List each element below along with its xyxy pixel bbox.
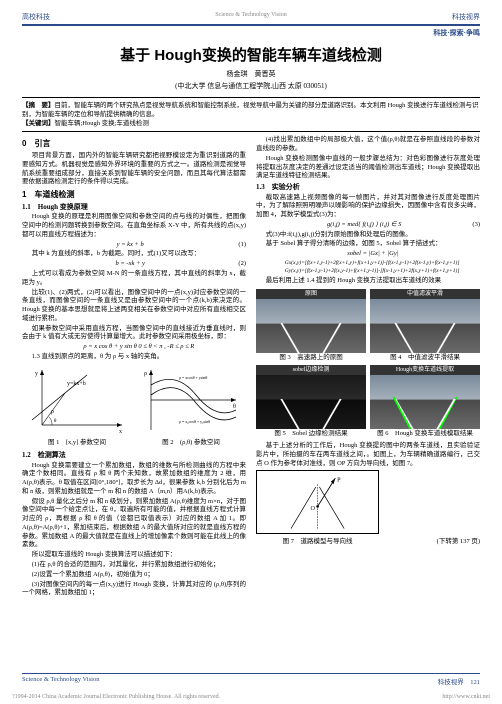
copyright-left: ?1994-2014 China Academic Journal Electr…: [12, 694, 220, 700]
photo1-img: [256, 299, 366, 353]
footer-right: 科技视界 121: [438, 676, 480, 686]
svg-text:θ: θ: [233, 404, 236, 410]
header-left: 高校科技: [22, 12, 50, 22]
sec13-heading: 1.3 实验分析: [256, 183, 480, 192]
fig4-caption: 图 4 中值滤波平滑结果: [370, 354, 480, 363]
svg-text:ρ = xcosθ + ysinθ: ρ = xcosθ + ysinθ: [179, 375, 207, 380]
svg-text:y: y: [35, 371, 38, 377]
figure-6: Hough变换车道线提取 图 6 Hough 变换车道线模取结果: [370, 365, 480, 439]
header-sub: 科技·探索·争鸣: [22, 28, 480, 38]
figure-3: 原图 图 3 高速路上的原图: [256, 289, 366, 363]
figure-2: ρ θ ρ = xcosθ + ysinθ ρ = x₀cosθ + y₀sin…: [136, 365, 246, 449]
keywords-label: 【关键词】: [22, 120, 55, 127]
article-title: 基于 Hough变换的智能车辆车道线检测: [22, 44, 480, 65]
fig5-caption: 图 5 Sobel 边缘检测结果: [256, 430, 366, 439]
photo3-img: [256, 375, 366, 429]
equation-1: y = kx + b(1): [22, 241, 246, 250]
abstract-text: 目前，智能车辆的两个研究热点是视觉导航系统和智能控制系统，视觉导航中最为关键的部…: [22, 102, 478, 118]
sec12-li3: (3)对图像空间内的每一点(x,y)进行 Hough 变换，计算其对应的 (ρ,…: [22, 581, 246, 599]
svg-text:ρ: ρ: [51, 409, 54, 415]
svg-text:y=kx+b: y=kx+b: [67, 381, 86, 387]
footer-left: Science & Technology Vision: [22, 676, 99, 686]
copyright-line: ?1994-2014 China Academic Journal Electr…: [12, 694, 490, 700]
keywords-text: 智能车辆;Hough 变换;车道线检测: [55, 120, 149, 127]
svg-text:θ: θ: [54, 419, 57, 424]
sec12-p1: Hough 变换需要建立一个累加数组，数组的维数与所检测曲线的方程中来确定个数相…: [22, 462, 246, 497]
sec11-p5: 如果参数空间中采用直线方程，当图像空间中的直线接近为垂直线时，则会由于 k 值有…: [22, 325, 246, 343]
journal-header: 高校科技 Science & Technology Vision 科技视界: [22, 12, 480, 22]
photo4-label: Hough变换车道线提取: [370, 365, 480, 375]
sec0-heading: 0 引言: [22, 139, 246, 150]
figure-4: 中值滤波平滑 图 4 中值滤波平滑结果: [370, 289, 480, 363]
header-rule: [22, 24, 480, 26]
photo1-label: 原图: [256, 289, 366, 299]
equation-sobel1: sobel = |Gx| + |Gy|: [256, 250, 480, 259]
abstract-box: 【摘 要】目前，智能车辆的两个研究热点是视觉导航系统和智能控制系统，视觉导航中最…: [22, 97, 480, 132]
sec12-li2: (2)设置一个累加数组 A(ρ,θ)，初始值为 0；: [22, 571, 246, 580]
sec12-p2: 假设 ρ,θ 量化之后分 m 和 n 级划分，则累加数组 A(ρ,θ)维度为 m…: [22, 498, 246, 551]
sec11-p4: 比较(1)、(2)两式，(2)可以看出，图像空间中的一点(x,y)对应参数空间的…: [22, 289, 246, 324]
svg-text:x: x: [119, 429, 122, 435]
equation-3: ρ = x cos θ + y sin θ 0 ≤ θ < π , -R ≤ ρ…: [22, 343, 246, 352]
photo4-img: [370, 375, 480, 429]
photo2-img: [370, 299, 480, 353]
header-right: 科技视界: [452, 12, 480, 22]
figure-7: P O 图 7 道路模型与导向线: [256, 470, 379, 548]
authors: 杨金琪 黄晋英: [22, 69, 480, 79]
equation-sobel3: Gy(x,y)=[f(x-1,y-1)+2f(x,y-1)+f(x+1,y-1)…: [256, 268, 480, 275]
svg-text:ρ: ρ: [144, 371, 147, 377]
sec1-heading: 1 车道线检测: [22, 190, 246, 201]
figure-5: sobel边缘检测 图 5 Sobel 边缘检测结果: [256, 365, 366, 439]
equation-2: b = -xk + y(2): [22, 260, 246, 269]
photo3-label: sobel边缘检测: [256, 365, 366, 375]
equation-sobel2: Gx(x,y)=[f(x+1,y-1)+2f(x+1,y)+f(x+1,y+1)…: [256, 260, 480, 267]
col2-p4: 式(3)中:f(i,j),g(i,j)分别为原始图像和处理后的图像。: [256, 231, 480, 240]
fig7-caption: 图 7 道路模型与导向线: [256, 538, 379, 547]
col2-p5: 基于 Sobel 算子得分清晰的边缘，如图 5，Sobel 算子描述式：: [256, 240, 480, 249]
sec12-heading: 1.2 检测算法: [22, 451, 246, 460]
fig3-caption: 图 3 高速路上的原图: [256, 354, 366, 363]
col2-p2: Hough 变换检测图像中直线的一般步骤总结为：对色彩图像进行灰度处理将提取出灰…: [256, 155, 480, 181]
svg-text:O: O: [311, 505, 316, 512]
fig2-svg: ρ θ ρ = xcosθ + ysinθ ρ = x₀cosθ + y₀sin…: [136, 365, 246, 435]
affiliation: (中北大学 信息与通信工程学院,山西 太原 030051): [22, 81, 480, 91]
abstract-label: 【摘 要】: [22, 102, 55, 109]
column-right: (4)找出累加数组中的局部极大值，这个值(ρ,θ)就是在参照直线段的参数对直线段…: [256, 136, 480, 599]
equation-4: g(i,j) = med{ f(i,j) } (i,j) ∈ S(3): [256, 221, 480, 230]
sec11-p2: 其中 k 为直线的斜率，b 为截距。同时，式(1)又可以改写：: [22, 250, 246, 259]
svg-text:ρ = x₀cosθ + y₀sinθ: ρ = x₀cosθ + y₀sinθ: [179, 419, 210, 424]
fig1-caption: 图 1 [x,y] 参数空间: [22, 439, 132, 448]
figure-1: y x y=kx+b ρ θ 图 1 [x,y] 参数空间: [22, 365, 132, 449]
continued-note: (下转第 137 页): [383, 538, 480, 547]
copyright-right: http://www.cnki.net: [442, 694, 490, 700]
sec12-p3: 所以提取车道线的 Hough 变换算法可以描述如下：: [22, 551, 246, 560]
sec11-p1: Hough 变换的原理是利用图像空间和参数空间的点与线的对偶性，把图像空间中的检…: [22, 213, 246, 239]
sec11-p6: 1.3 直线到原点的距离，θ 为 ρ 与 x 轴的夹角。: [22, 353, 246, 362]
photo2-label: 中值滤波平滑: [370, 289, 480, 299]
col2-p3: 截取高速路上视频图像的每一帧图片，并对其对图像进行反度处理图片中，为了解除照照明…: [256, 194, 480, 220]
header-center: Science & Technology Vision: [215, 12, 287, 22]
sec11-heading: 1.1 Hough 变换原理: [22, 203, 246, 212]
page-footer: Science & Technology Vision 科技视界 121: [22, 673, 480, 686]
svg-text:P: P: [337, 476, 341, 483]
col2-p6: 最后利用上述 1.4 提到的 Hough 变换方法提取出车道线的效果: [256, 277, 480, 286]
sec11-p3: 上式可以看成为参数空间 M-N 的一条直线方程，其中直线的斜率为 x，截距为 y…: [22, 270, 246, 288]
column-left: 0 引言 项目背景方面，国内外的智能车辆研究都把视野模设定为重识别道路的重要感知…: [22, 136, 246, 599]
fig1-svg: y x y=kx+b ρ θ: [22, 365, 132, 435]
col2-p1: (4)找出累加数组中的局部极大值，这个值(ρ,θ)就是在参照直线段的参数对直线段…: [256, 136, 480, 154]
fig2-caption: 图 2 (ρ,θ) 参数空间: [136, 439, 246, 448]
sec12-li1: (1)在 ρ,θ 的合适的范围内，对其量化，并行累加数组进行初始化；: [22, 561, 246, 570]
fig6-caption: 图 6 Hough 变换车道线模取结果: [370, 430, 480, 439]
sec0-p1: 项目背景方面，国内外的智能车辆研究都把视野模设定为重识别道路的重要感知方式。机器…: [22, 152, 246, 187]
fig7-svg: P O: [256, 470, 379, 534]
col2-p7: 基于上述分析的工作后，Hough 变换提的图中的两条车道线，且实验验证影片中，所…: [256, 442, 480, 468]
